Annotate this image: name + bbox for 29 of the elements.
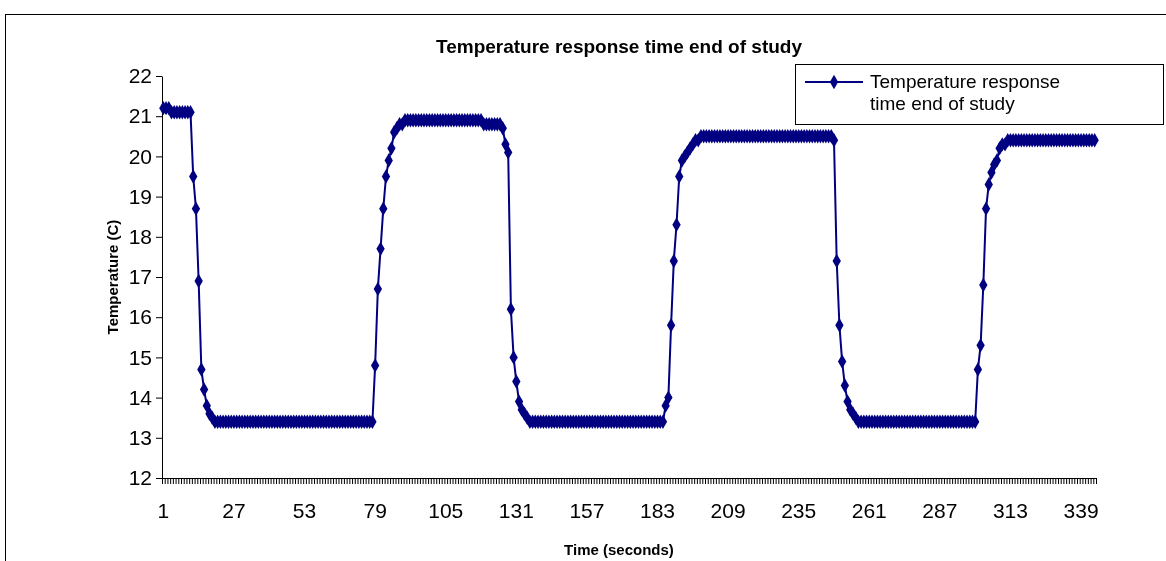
x-tick-label: 313	[992, 499, 1028, 522]
y-tick-label: 14	[128, 385, 153, 409]
x-tick-label: 183	[639, 499, 676, 522]
x-tick-label: 157	[569, 499, 605, 522]
x-axis-title: Time (seconds)	[564, 541, 674, 558]
y-tick-label: 12	[128, 466, 152, 490]
x-tick-label: 287	[922, 499, 958, 522]
x-tick-label: 105	[428, 499, 464, 522]
legend-label: Temperature response time end of study	[870, 71, 1061, 114]
chart-title: Temperature response time end of study	[435, 36, 803, 57]
x-tick-label: 261	[851, 499, 887, 522]
y-tick-label: 15	[128, 345, 152, 369]
x-tick-label: 235	[781, 499, 817, 522]
x-tick-label: 79	[363, 499, 387, 522]
y-tick-label: 18	[128, 225, 152, 249]
y-tick-label: 19	[128, 184, 152, 208]
y-tick-label: 20	[128, 144, 152, 168]
x-tick-label: 1	[157, 499, 170, 522]
x-tick-label: 339	[1063, 499, 1099, 522]
x-tick-label: 27	[222, 499, 246, 522]
y-tick-label: 21	[128, 104, 152, 128]
y-axis-title: Temperature (C)	[104, 219, 121, 335]
x-tick-label: 53	[292, 499, 317, 522]
y-tick-label: 17	[128, 265, 152, 289]
x-tick-label: 209	[710, 499, 746, 522]
x-tick-label: 131	[498, 499, 534, 522]
y-tick-label: 22	[128, 64, 152, 88]
y-tick-label: 16	[128, 305, 152, 329]
y-tick-label: 13	[128, 426, 152, 450]
